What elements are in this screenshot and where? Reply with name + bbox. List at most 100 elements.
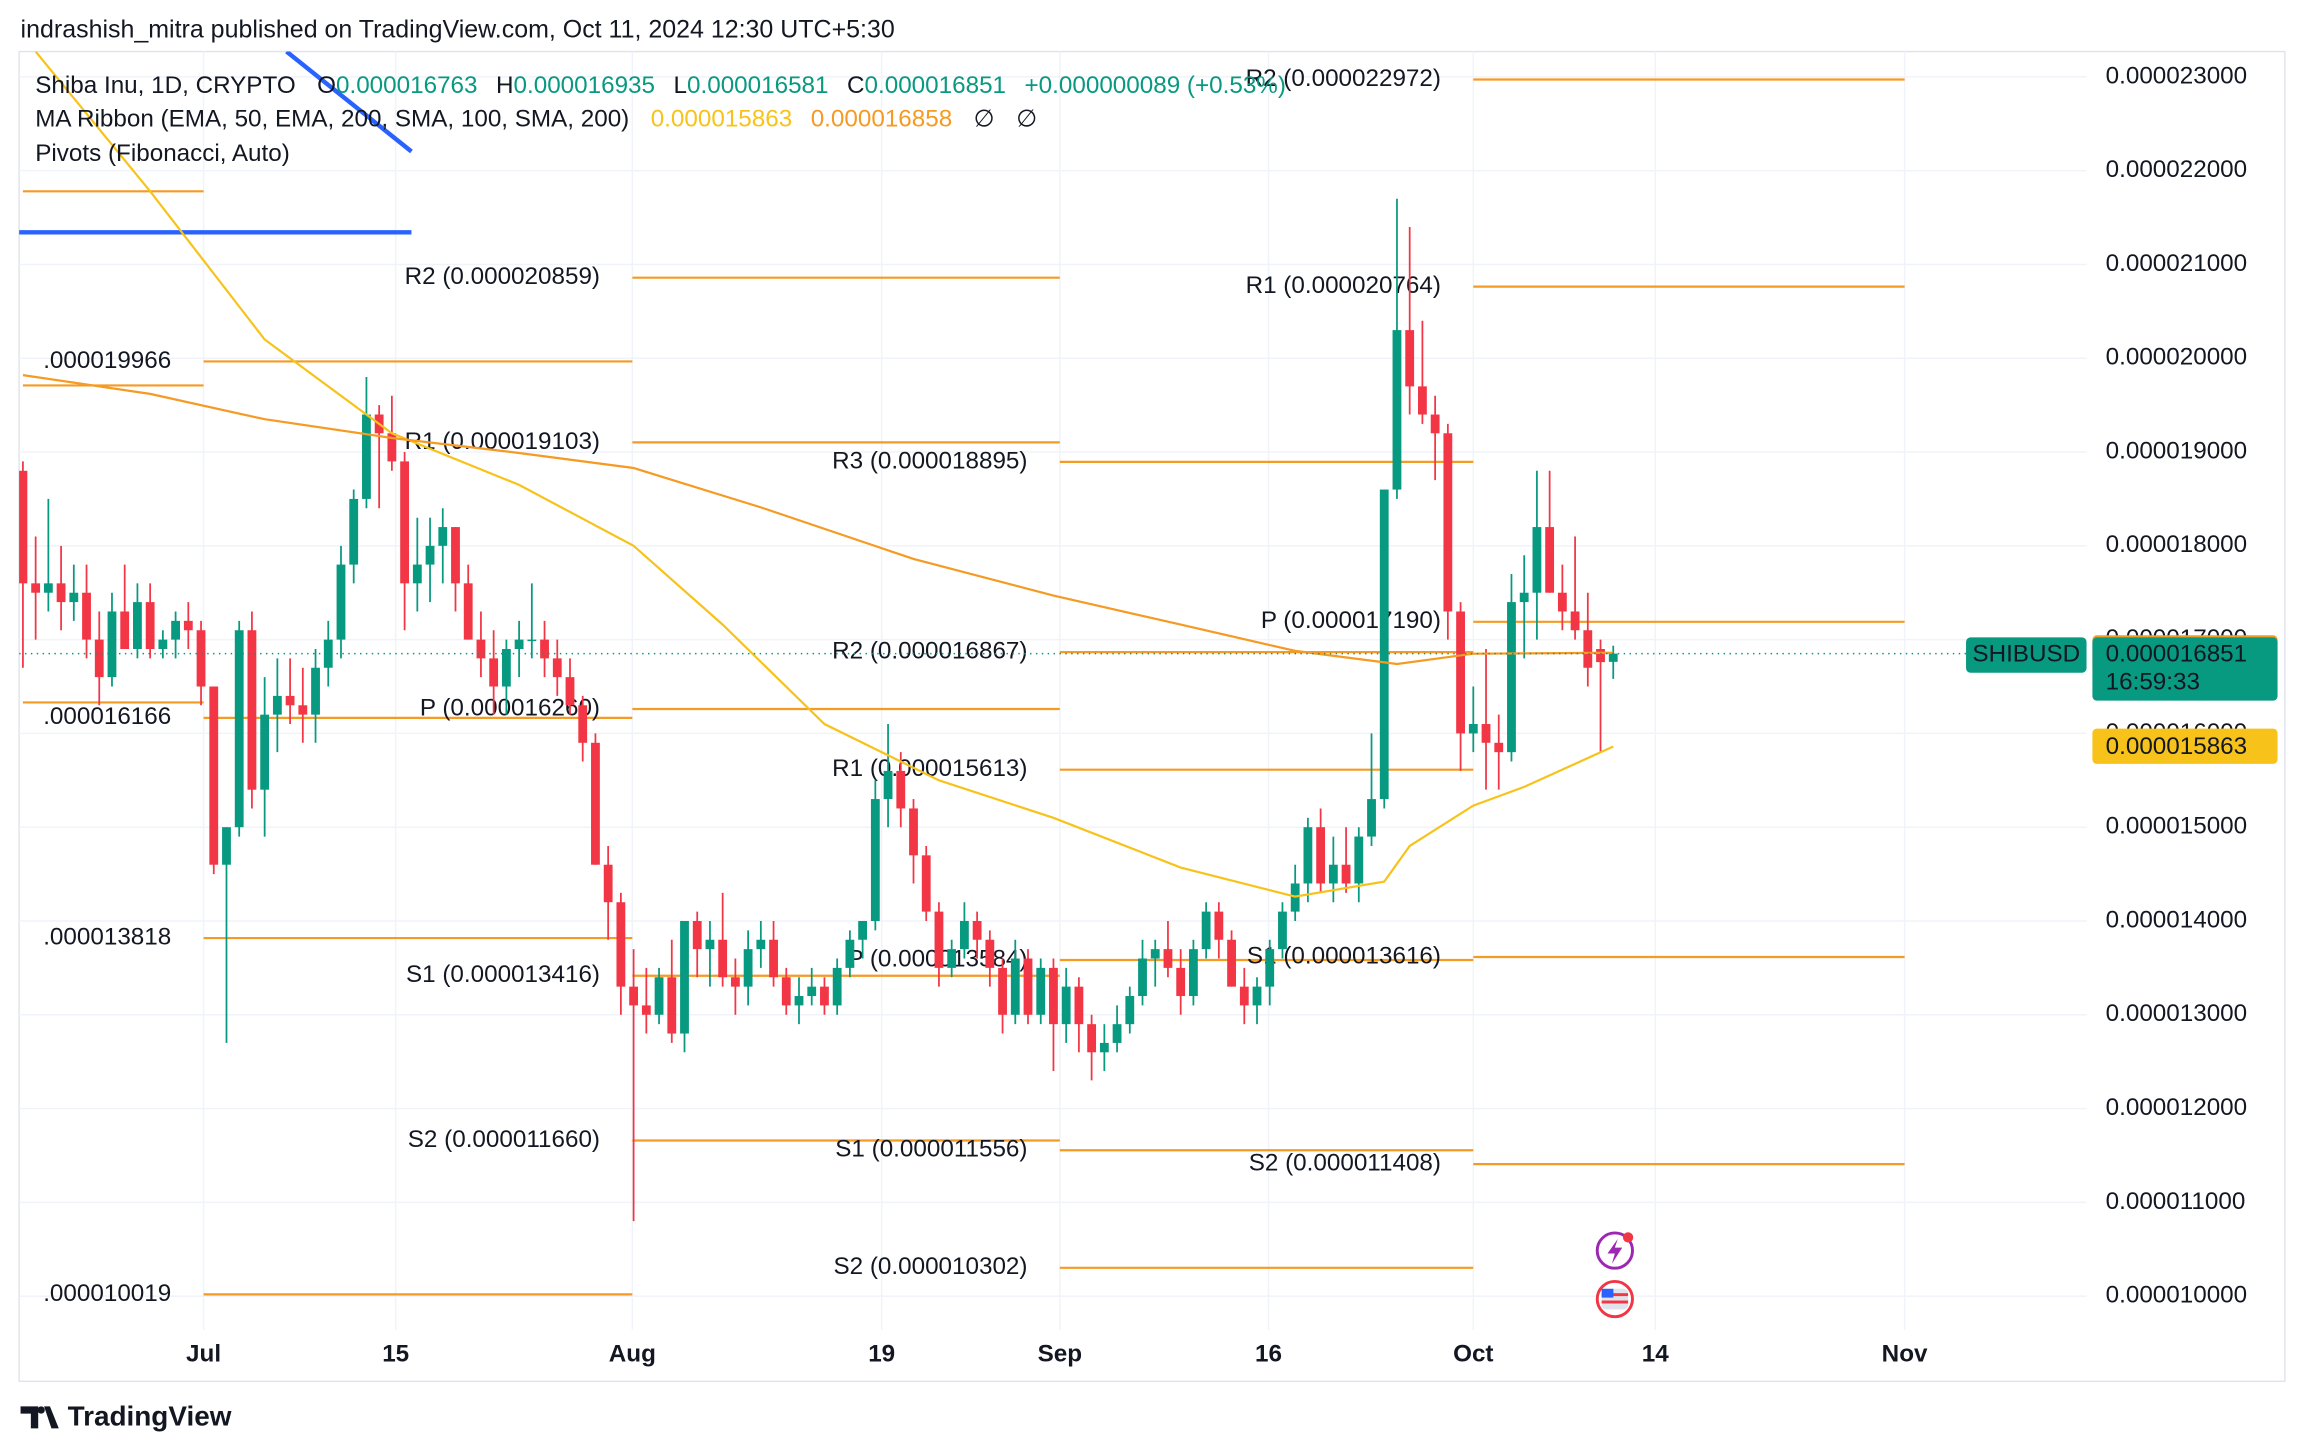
candle-body bbox=[1392, 330, 1402, 490]
y-tick-label: 0.000020000 bbox=[2106, 344, 2248, 371]
candle-body bbox=[209, 686, 219, 865]
candle-body bbox=[616, 902, 626, 987]
candle-body bbox=[476, 639, 486, 659]
candle-body bbox=[654, 977, 664, 1015]
candle-body bbox=[1074, 986, 1084, 1025]
candle-body bbox=[1468, 724, 1478, 734]
candle-body bbox=[1494, 742, 1504, 753]
candle-body bbox=[667, 977, 677, 1034]
pivot-label: S1 (0.000011556) bbox=[835, 1136, 1027, 1163]
candle-body bbox=[145, 602, 155, 649]
pivot-label: R1 (0.000015613) bbox=[832, 755, 1027, 782]
candle-body bbox=[1176, 967, 1186, 997]
candle-body bbox=[1316, 827, 1326, 884]
pivot-label: .000019966 bbox=[43, 347, 171, 374]
candle-body bbox=[1227, 939, 1236, 987]
candle-body bbox=[565, 677, 575, 706]
candle-body bbox=[1112, 1024, 1122, 1043]
x-tick-label: Oct bbox=[1453, 1340, 1493, 1367]
candle-body bbox=[1087, 1024, 1097, 1053]
candle-body bbox=[1418, 386, 1427, 415]
candle-body bbox=[107, 611, 117, 678]
legend-line-2: MA Ribbon (EMA, 50, EMA, 200, SMA, 100, … bbox=[35, 106, 1037, 133]
axes: 0.000010000 0.000011000 0.000012000 0.00001… bbox=[186, 62, 2278, 1367]
published-line: indrashish_mitra published on TradingVie… bbox=[21, 16, 895, 44]
candle-body bbox=[43, 583, 53, 593]
candle-body bbox=[196, 630, 206, 687]
candle-body bbox=[400, 461, 410, 584]
candle-body bbox=[82, 592, 91, 640]
plot-area: .000019966 .000016166 .000013818 .000010019… bbox=[19, 51, 2087, 1307]
candle-body bbox=[1341, 864, 1351, 884]
change: +0.000000089 (+0.53%) bbox=[1025, 72, 1286, 99]
candle-body bbox=[285, 695, 295, 706]
candle-body bbox=[1023, 958, 1033, 1015]
brand-logo bbox=[20, 1406, 59, 1429]
legend: Shiba Inu, 1D, CRYPTO O0.000016763 H0.00… bbox=[35, 72, 1286, 167]
pivot-label: .000013818 bbox=[43, 923, 171, 950]
ma-title: MA Ribbon (EMA, 50, EMA, 200, SMA, 100, … bbox=[35, 106, 629, 133]
pivot-label: R3 (0.000018895) bbox=[832, 447, 1027, 474]
candle-body bbox=[641, 1005, 651, 1015]
close-value: 0.000016851 bbox=[865, 72, 1007, 99]
candle-body bbox=[603, 864, 613, 903]
candle-body bbox=[298, 705, 308, 715]
ma-line bbox=[22, 374, 1614, 666]
candle-body bbox=[31, 583, 41, 593]
event-icons bbox=[1595, 1231, 1634, 1319]
symbol-tag: SHIBUSD bbox=[1972, 640, 2080, 667]
pivot-label: R1 (0.000020764) bbox=[1246, 272, 1441, 299]
ohlc-letter: C bbox=[847, 72, 865, 99]
candle-body bbox=[336, 564, 346, 640]
candle-body bbox=[1405, 330, 1415, 387]
pivot-label: R2 (0.000022972) bbox=[1246, 65, 1441, 92]
candle-body bbox=[1163, 949, 1173, 968]
x-tick-label: 15 bbox=[382, 1340, 409, 1367]
candle-body bbox=[756, 939, 766, 950]
brand-logo-dot bbox=[37, 1406, 45, 1414]
candle-body bbox=[1456, 611, 1465, 734]
candle-body bbox=[998, 967, 1007, 1015]
open-value: 0.000016763 bbox=[336, 72, 478, 99]
pivot-label: S2 (0.000011660) bbox=[408, 1126, 600, 1153]
candle-body bbox=[1519, 592, 1529, 603]
x-tick-label: Jul bbox=[186, 1340, 221, 1367]
candle-body bbox=[959, 920, 969, 950]
candle-body bbox=[1596, 648, 1605, 663]
candle-body bbox=[451, 527, 460, 584]
y-tick-label: 0.000019000 bbox=[2106, 437, 2248, 464]
candle-body bbox=[845, 939, 855, 968]
candle-body bbox=[412, 564, 422, 584]
candle-body bbox=[183, 620, 193, 631]
event-icon-dot bbox=[1622, 1232, 1634, 1243]
candle-body bbox=[1138, 958, 1147, 997]
candle-body bbox=[985, 939, 995, 968]
candle-body bbox=[896, 770, 906, 809]
candle-body bbox=[514, 639, 524, 649]
pivot-label: P (0.000017190) bbox=[1261, 607, 1441, 634]
x-tick-label: 14 bbox=[1642, 1340, 1669, 1367]
pivot-label: S2 (0.000011408) bbox=[1249, 1150, 1441, 1177]
last-price-tag: 0.000016851 bbox=[2106, 640, 2248, 667]
candle-body bbox=[94, 639, 104, 678]
candle-body bbox=[19, 470, 28, 584]
candle-body bbox=[794, 996, 804, 1006]
candle-body bbox=[1532, 527, 1542, 593]
ma-na: ∅ bbox=[1016, 106, 1037, 133]
brand-name: TradingView bbox=[68, 1400, 232, 1431]
candle-body bbox=[820, 986, 829, 1006]
candle-body bbox=[1265, 949, 1275, 987]
candle-body bbox=[1557, 592, 1567, 612]
y-tick-label: 0.000012000 bbox=[2106, 1094, 2248, 1121]
candle-body bbox=[540, 639, 549, 659]
candle-body bbox=[718, 939, 728, 978]
ma-line bbox=[34, 51, 1614, 898]
candle-body bbox=[527, 639, 537, 642]
footer: TradingView bbox=[20, 1400, 232, 1431]
x-tick-label: Sep bbox=[1038, 1340, 1082, 1367]
candle-body bbox=[56, 583, 66, 603]
y-tick-label: 0.000023000 bbox=[2106, 62, 2248, 89]
ohlc-letter: H bbox=[496, 72, 514, 99]
